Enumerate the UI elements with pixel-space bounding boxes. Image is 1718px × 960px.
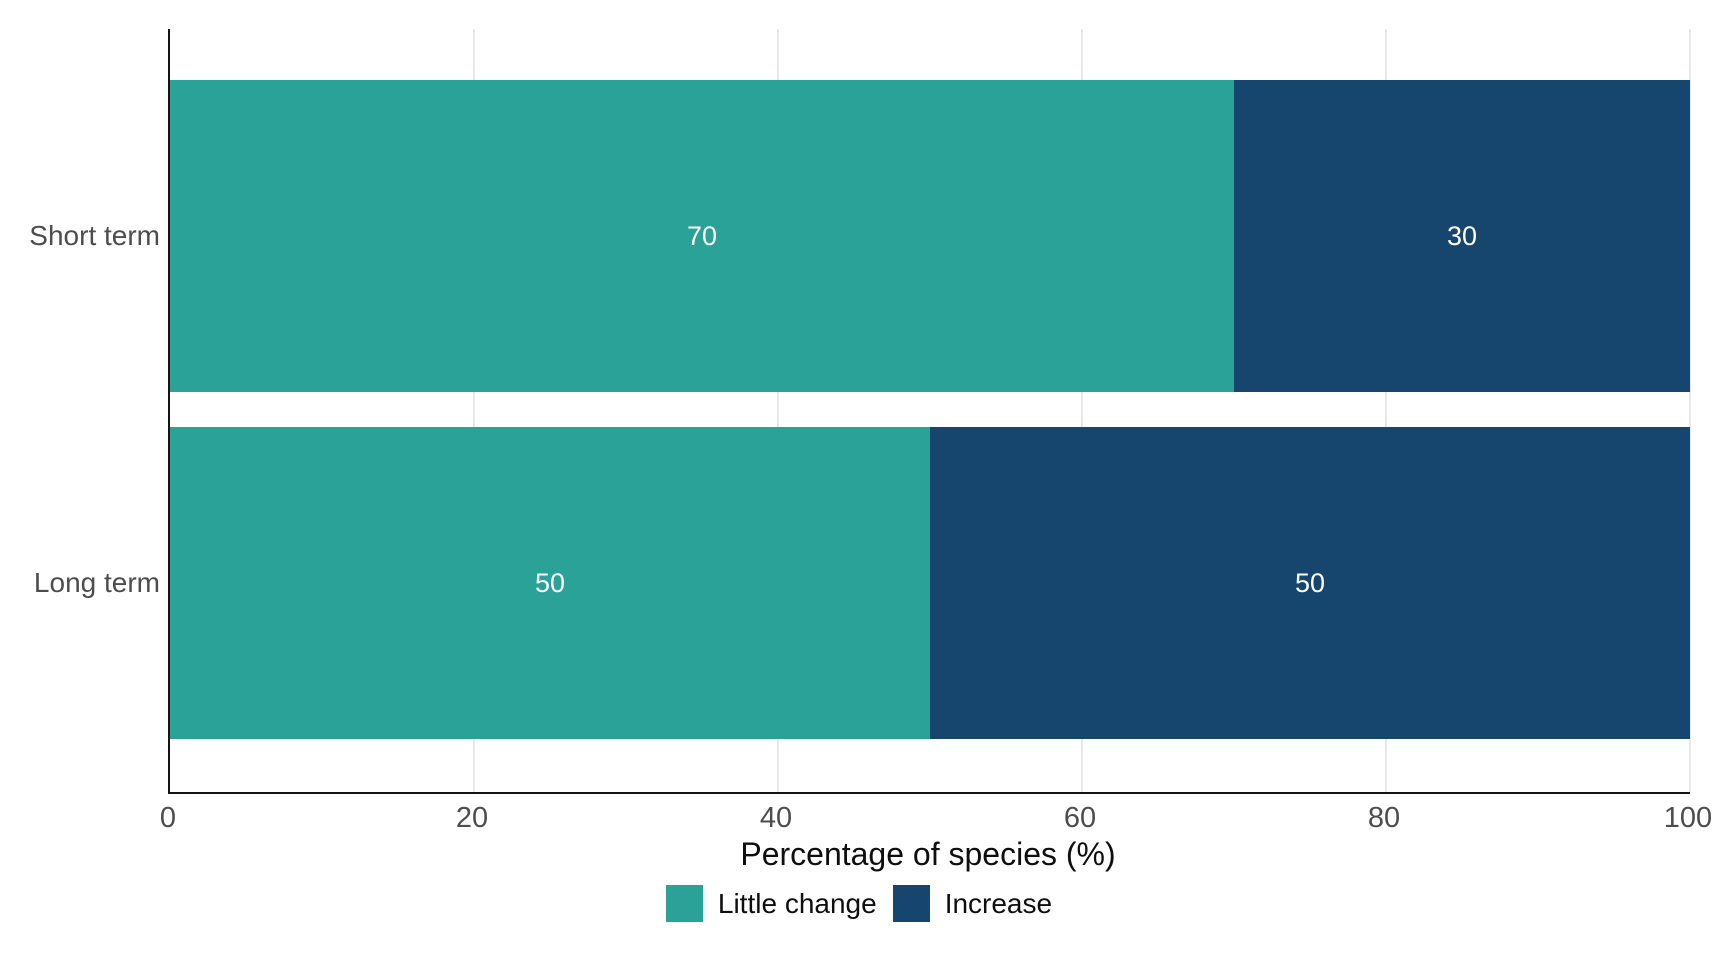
category-label: Short term bbox=[29, 220, 160, 251]
bar-value-label: 50 bbox=[534, 567, 566, 598]
bar-segment: 30 bbox=[1234, 80, 1690, 392]
x-tick-label-100: 100 bbox=[1663, 802, 1713, 834]
legend: Little change Increase bbox=[0, 885, 1718, 922]
x-tick-label-60: 60 bbox=[1063, 802, 1097, 834]
x-tick-label-80: 80 bbox=[1367, 802, 1401, 834]
bar-segment: 50 bbox=[170, 427, 930, 739]
x-tick-label-40: 40 bbox=[759, 802, 793, 834]
plot-area: 70 30 50 50 bbox=[168, 29, 1691, 794]
x-tick-label-20: 20 bbox=[455, 802, 489, 834]
category-label: Long term bbox=[33, 567, 160, 598]
legend-label: Little change bbox=[717, 887, 877, 919]
bar-row-1: 50 50 bbox=[170, 427, 1690, 739]
bar-segment: 70 bbox=[170, 80, 1234, 392]
bar-segment: 50 bbox=[930, 427, 1690, 739]
legend-swatch bbox=[892, 885, 930, 922]
bar-value-label: 30 bbox=[1446, 220, 1478, 251]
gridline-x-80 bbox=[1385, 29, 1387, 792]
x-axis-title: Percentage of species (%) bbox=[740, 836, 1116, 872]
bar-value-label: 70 bbox=[686, 220, 718, 251]
gridline-x-20 bbox=[473, 29, 475, 792]
legend-label: Increase bbox=[944, 887, 1053, 919]
legend-entry: Increase bbox=[892, 885, 1053, 922]
legend-entry: Little change bbox=[665, 885, 877, 922]
legend-swatch bbox=[665, 885, 703, 922]
gridline-x-100 bbox=[1689, 29, 1691, 792]
gridline-x-40 bbox=[777, 29, 779, 792]
bar-row-0: 70 30 bbox=[170, 80, 1690, 392]
gridline-x-60 bbox=[1081, 29, 1083, 792]
bar-value-label: 50 bbox=[1294, 567, 1326, 598]
x-tick-label-0: 0 bbox=[159, 802, 177, 834]
